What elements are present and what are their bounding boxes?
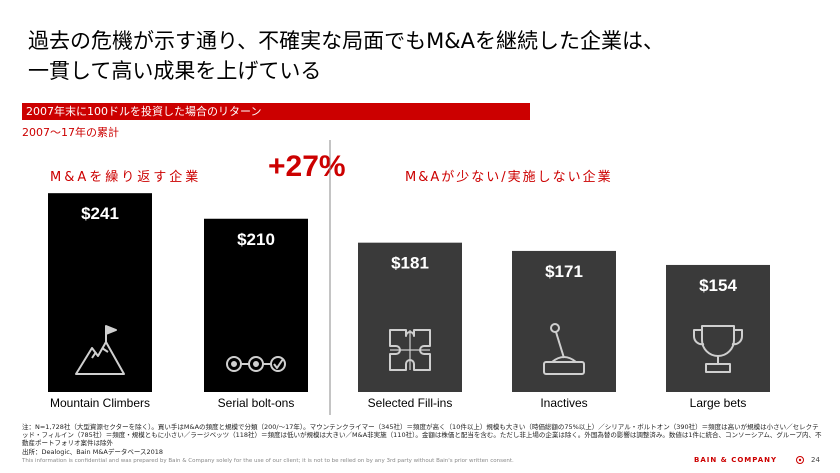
- category-label-4: Large bets: [690, 396, 747, 410]
- value-label-3: $171: [545, 262, 583, 281]
- puzzle-icon: [389, 329, 431, 371]
- value-label-4: $154: [699, 276, 737, 295]
- category-label-2: Selected Fill-ins: [368, 396, 453, 410]
- page-title-line2: 一貫して高い成果を上げている: [28, 59, 322, 83]
- value-label-0: $241: [81, 204, 119, 223]
- category-label-3: Inactives: [540, 396, 587, 410]
- value-label-2: $181: [391, 254, 429, 273]
- page-title: 過去の危機が示す通り、不確実な局面でもM&Aを継続した企業は、 一貫して高い成果…: [28, 26, 808, 86]
- highlight-percentage: +27%: [268, 150, 346, 183]
- category-label-0: Mountain Climbers: [50, 396, 150, 410]
- group-label-infrequent: M&Aが少ない/実施しない企業: [405, 170, 613, 185]
- footnote-source: 出所：Dealogic、Bain M&Aデータベース2018: [22, 447, 164, 456]
- company-logo: BAIN & COMPANY: [694, 456, 778, 464]
- bar-0: [48, 193, 152, 392]
- confidentiality-footer: This information is confidential and was…: [22, 458, 514, 464]
- category-label-1: Serial bolt-ons: [218, 396, 295, 410]
- footnote: 注：N=1,728社（大型資源セクターを除く）。買い手はM&Aの頻度と規模で分類…: [22, 423, 822, 456]
- bar-3: [512, 250, 616, 392]
- mountain-flag-icon: [75, 325, 125, 375]
- logo-mark-icon: [796, 456, 804, 464]
- joystick-icon: [543, 323, 585, 375]
- footnote-notes: 注：N=1,728社（大型資源セクターを除く）。買い手はM&Aの頻度と規模で分類…: [22, 423, 822, 448]
- page-number: 24: [811, 456, 820, 464]
- value-label-1: $210: [237, 230, 275, 249]
- bar-4: [666, 264, 770, 392]
- trophy-icon: [693, 325, 743, 373]
- chart-subtitle: 2007～17年の累計: [22, 126, 119, 139]
- chart-title-bar: 2007年末に100ドルを投資した場合のリターン: [22, 103, 530, 120]
- group-label-frequent: M&Aを繰り返す企業: [50, 170, 202, 185]
- connected-circles-icon: [226, 356, 286, 372]
- page-title-line1: 過去の危機が示す通り、不確実な局面でもM&Aを継続した企業は、: [28, 29, 665, 53]
